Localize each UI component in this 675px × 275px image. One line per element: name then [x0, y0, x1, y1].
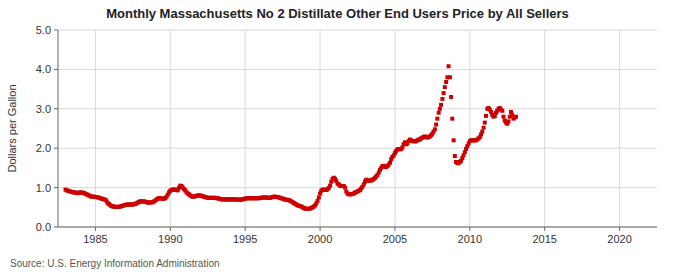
point: [435, 117, 439, 121]
point: [453, 154, 457, 158]
point: [449, 95, 453, 99]
point: [502, 115, 506, 119]
point: [506, 119, 510, 123]
point: [328, 184, 332, 188]
point: [442, 91, 446, 95]
point: [514, 115, 518, 119]
point: [500, 109, 504, 113]
x-grid-line: [469, 30, 470, 227]
x-tick: [170, 227, 171, 231]
y-tick-label: 0.0: [36, 221, 51, 233]
x-tick-label: 2010: [458, 233, 482, 245]
x-tick: [544, 227, 545, 231]
y-grid-line: [58, 30, 657, 31]
point: [316, 199, 320, 203]
point: [439, 103, 443, 107]
point: [484, 114, 488, 118]
point: [388, 161, 392, 165]
points: [63, 64, 517, 211]
x-tick-label: 2005: [383, 233, 407, 245]
point: [437, 111, 441, 115]
x-tick-label: 2020: [607, 233, 631, 245]
grid: [58, 30, 657, 227]
point: [450, 117, 454, 121]
point: [482, 126, 486, 130]
x-tick: [394, 227, 395, 231]
y-tick: [54, 227, 58, 228]
x-grid-line: [619, 30, 620, 227]
y-tick-label: 4.0: [36, 63, 51, 75]
y-tick: [54, 108, 58, 109]
x-grid-line: [170, 30, 171, 227]
y-grid-line: [58, 69, 657, 70]
y-tick: [54, 30, 58, 31]
x-tick-label: 2015: [532, 233, 556, 245]
x-tick: [619, 227, 620, 231]
y-grid-line: [58, 187, 657, 188]
point: [433, 127, 437, 131]
point: [448, 75, 452, 79]
x-tick: [320, 227, 321, 231]
y-tick-label: 3.0: [36, 103, 51, 115]
point: [440, 97, 444, 101]
x-axis-line: [58, 227, 657, 228]
source: Source: U.S. Energy Information Administ…: [10, 258, 220, 269]
point: [317, 195, 321, 199]
point: [480, 130, 484, 134]
point: [343, 186, 347, 190]
point: [483, 121, 487, 125]
x-tick-label: 1995: [233, 233, 257, 245]
x-tick-label: 2000: [308, 233, 332, 245]
point: [438, 107, 442, 111]
title: Monthly Massachusetts No 2 Distillate Ot…: [106, 6, 569, 21]
point: [434, 123, 438, 127]
y-tick: [54, 148, 58, 149]
point: [447, 64, 451, 68]
y-grid-line: [58, 148, 657, 149]
y-grid-line: [58, 108, 657, 109]
y-tick-label: 1.0: [36, 182, 51, 194]
point: [443, 85, 447, 89]
x-grid-line: [394, 30, 395, 227]
x-tick: [469, 227, 470, 231]
chart: 1985 1990 1995 2000 2005 2010 2015 2020 0.0 1.0 2.…: [0, 0, 675, 275]
y-axis-line: [58, 30, 59, 227]
x-grid-line: [544, 30, 545, 227]
point: [452, 138, 456, 142]
point: [444, 80, 448, 84]
y-axis-label: Dollars per Gallon: [6, 84, 18, 172]
y-tick-label: 5.0: [36, 24, 51, 36]
y-grid-line: [58, 227, 657, 228]
y-tick-label: 2.0: [36, 142, 51, 154]
y-tick: [54, 187, 58, 188]
x-tick: [95, 227, 96, 231]
x-tick: [245, 227, 246, 231]
x-tick-label: 1985: [83, 233, 107, 245]
x-tick-label: 1990: [158, 233, 182, 245]
y-tick: [54, 69, 58, 70]
